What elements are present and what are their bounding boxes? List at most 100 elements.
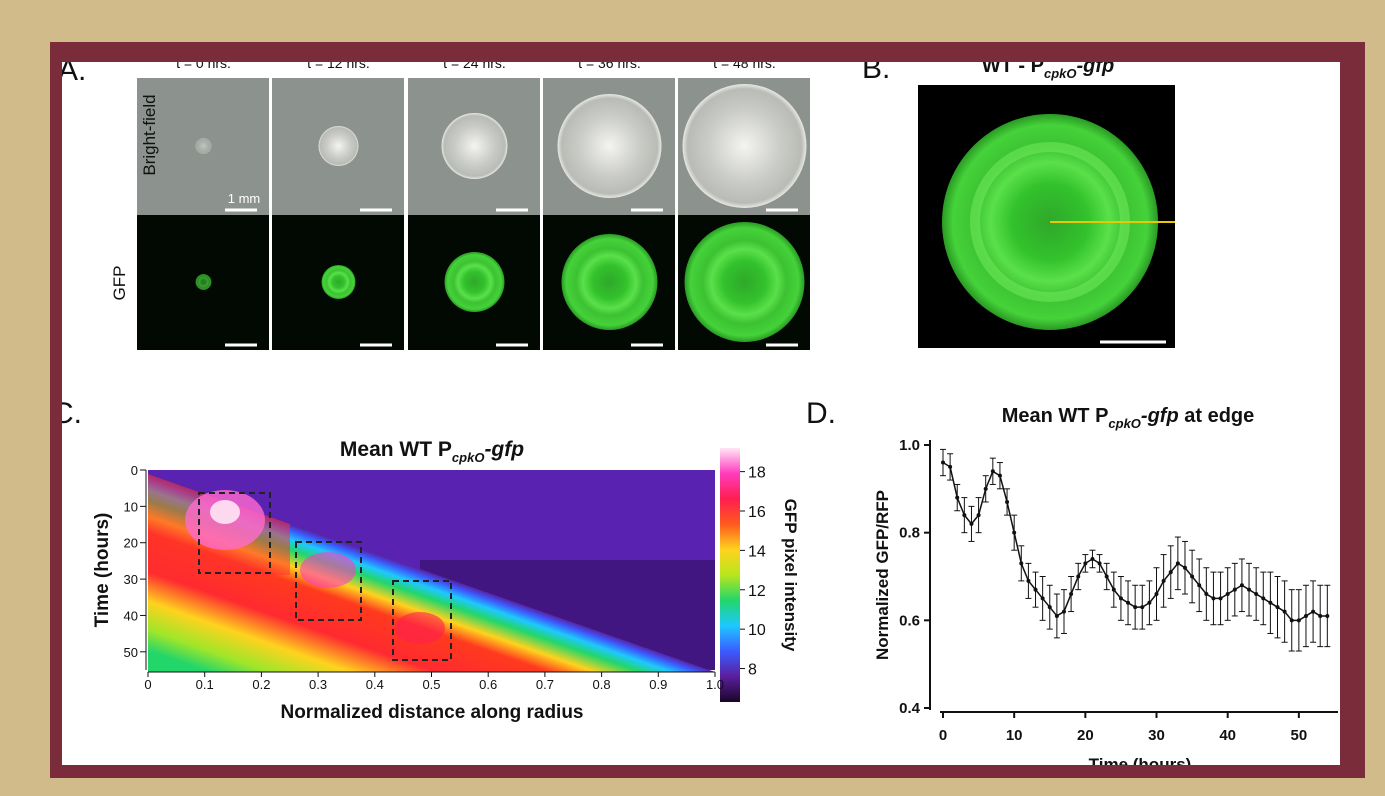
data-point (1118, 596, 1123, 601)
x-tick-label: 0.7 (536, 677, 554, 692)
x-tick-label: 0 (939, 727, 947, 744)
data-point (1204, 592, 1209, 597)
x-tick-label: 40 (1219, 727, 1236, 744)
colorbar-tick-label: 8 (748, 662, 757, 679)
data-point (1282, 609, 1287, 614)
data-point (941, 460, 945, 465)
x-axis-label: Normalized distance along radius (280, 702, 583, 723)
colony (684, 222, 805, 342)
y-tick-label: 30 (124, 572, 138, 587)
colorbar-tick-label: 18 (748, 465, 766, 482)
data-point (969, 521, 974, 526)
data-point (1083, 561, 1088, 566)
x-tick-label: 10 (1006, 727, 1023, 744)
y-axis-label: Time (hours) (92, 513, 113, 628)
data-point (1161, 578, 1166, 583)
y-tick-label: 0 (131, 463, 138, 478)
y-tick-label: 40 (124, 608, 138, 623)
data-point (1012, 530, 1017, 535)
x-tick-label: 0.9 (649, 677, 667, 692)
data-point (983, 486, 988, 491)
data-point (1026, 578, 1031, 583)
x-tick-label: 0.1 (196, 677, 214, 692)
data-point (1225, 592, 1230, 597)
data-point (1047, 605, 1052, 610)
x-tick-label: 0.8 (593, 677, 611, 692)
row-label: Bright-field (140, 94, 159, 175)
colony (195, 274, 212, 290)
column-title: t = 24 hrs. (443, 55, 506, 71)
colorbar-tick-label: 12 (748, 583, 766, 600)
colony (321, 265, 356, 299)
data-point (1275, 605, 1280, 610)
data-point (1182, 565, 1187, 570)
row-label: GFP (110, 266, 129, 301)
data-point (1168, 570, 1173, 575)
column-title: t = 48 hrs. (713, 55, 776, 71)
heatmap-hotspot (300, 552, 356, 588)
data-point (1239, 583, 1244, 588)
data-point (1140, 605, 1145, 610)
data-point (1218, 596, 1223, 601)
y-tick-label: 0.8 (899, 525, 920, 542)
data-point (1076, 574, 1081, 579)
x-tick-label: 20 (1077, 727, 1094, 744)
data-point (1197, 583, 1202, 588)
colony (444, 252, 505, 312)
heatmap-hotspot (395, 612, 445, 644)
data-point (1289, 618, 1294, 623)
title-gene: -gfp (484, 438, 524, 461)
x-tick-label: 0.4 (366, 677, 384, 692)
data-point (1211, 596, 1216, 601)
highlight-box (295, 541, 362, 621)
x-tick-label: 0.5 (422, 677, 440, 692)
chart-title: Mean WT PcpkO-gfp at edge (1002, 405, 1255, 431)
data-point (1040, 596, 1045, 601)
title-suffix: at edge (1179, 405, 1255, 427)
data-point (1033, 587, 1038, 592)
data-point (1090, 556, 1095, 561)
panel-letter: A. (58, 54, 86, 87)
data-point (1261, 596, 1266, 601)
y-tick-label: 1.0 (899, 437, 920, 454)
data-point (1325, 613, 1330, 618)
title-text: WT - P (982, 55, 1044, 77)
data-point (1154, 592, 1159, 597)
data-point (1296, 618, 1301, 623)
data-point (1318, 613, 1323, 618)
column-title: t = 12 hrs. (307, 55, 370, 71)
heatmap-wedge (148, 474, 715, 672)
chart-title: Mean WT PcpkO-gfp (340, 438, 524, 465)
content: t = 0 hrs. t = 12 hrs. t = 24 hrs. t = 36 h… (52, 52, 1338, 765)
y-tick-label: 20 (124, 536, 138, 551)
data-point (1147, 600, 1152, 605)
data-point (1005, 499, 1010, 504)
y-axis-label: Normalized GFP/RFP (873, 490, 892, 660)
column-title: t = 0 hrs. (176, 55, 231, 71)
title-gene: -gfp (1141, 405, 1179, 427)
data-point (1069, 592, 1074, 597)
x-tick-label: 1.0 (706, 677, 724, 692)
x-tick-label: 0.6 (479, 677, 497, 692)
data-point (1111, 587, 1116, 592)
panel-letter: B. (862, 52, 890, 85)
highlight-box (392, 580, 452, 661)
data-point (962, 513, 967, 518)
data-point (948, 464, 953, 469)
y-tick-label: 50 (124, 645, 138, 660)
title-text: Mean WT P (340, 438, 452, 461)
data-point (1190, 574, 1195, 579)
panel-title: WT - PcpkO-gfp (982, 55, 1115, 81)
colorbar-label: GFP pixel intensity (781, 499, 800, 652)
heatmap-hotspot (210, 500, 240, 524)
y-tick-label: 0.4 (899, 700, 921, 717)
panel-letter: D. (806, 397, 836, 430)
panel-letter: C. (52, 397, 82, 430)
data-point (976, 513, 981, 518)
data-point (1133, 605, 1138, 610)
data-point (1126, 600, 1131, 605)
x-tick-label: 30 (1148, 727, 1165, 744)
colorbar (720, 448, 740, 702)
colony (557, 94, 662, 198)
